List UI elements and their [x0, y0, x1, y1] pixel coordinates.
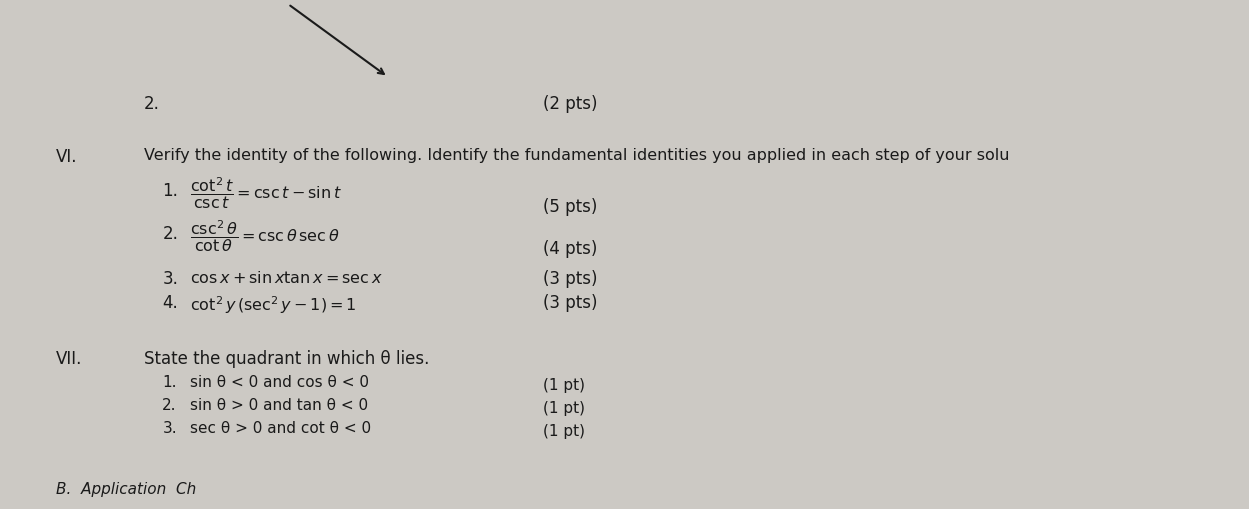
Text: State the quadrant in which θ lies.: State the quadrant in which θ lies. [144, 349, 428, 367]
Text: $\dfrac{\csc^2\theta}{\cot\theta} = \csc\theta\,\sec\theta$: $\dfrac{\csc^2\theta}{\cot\theta} = \csc… [190, 218, 340, 253]
Text: 2.: 2. [162, 397, 177, 412]
Text: VII.: VII. [56, 349, 82, 367]
Text: 3.: 3. [162, 269, 179, 288]
Text: $\cos x + \sin x \tan x = \sec x$: $\cos x + \sin x \tan x = \sec x$ [190, 269, 382, 286]
Text: $\dfrac{\cot^2 t}{\csc t} = \csc t - \sin t$: $\dfrac{\cot^2 t}{\csc t} = \csc t - \si… [190, 175, 342, 210]
Text: 3.: 3. [162, 420, 177, 435]
Text: VI.: VI. [56, 148, 77, 165]
Text: sin θ > 0 and tan θ < 0: sin θ > 0 and tan θ < 0 [190, 397, 368, 412]
Text: 2.: 2. [144, 95, 160, 113]
Text: 4.: 4. [162, 293, 179, 312]
Text: (5 pts): (5 pts) [543, 197, 598, 216]
Text: 1.: 1. [162, 374, 177, 389]
Text: (1 pt): (1 pt) [543, 377, 586, 392]
Text: Verify the identity of the following. Identify the fundamental identities you ap: Verify the identity of the following. Id… [144, 148, 1009, 163]
Text: 2.: 2. [162, 224, 179, 242]
Text: (1 pt): (1 pt) [543, 423, 586, 438]
Text: (3 pts): (3 pts) [543, 269, 598, 288]
Text: $\cot^2 y\,(\sec^2 y - 1) = 1$: $\cot^2 y\,(\sec^2 y - 1) = 1$ [190, 293, 356, 315]
Text: sec θ > 0 and cot θ < 0: sec θ > 0 and cot θ < 0 [190, 420, 371, 435]
Text: (2 pts): (2 pts) [543, 95, 598, 113]
Text: (3 pts): (3 pts) [543, 293, 598, 312]
Text: 1.: 1. [162, 182, 179, 200]
Text: B.  Application  Ch: B. Application Ch [56, 481, 196, 496]
Text: (1 pt): (1 pt) [543, 400, 586, 415]
Text: sin θ < 0 and cos θ < 0: sin θ < 0 and cos θ < 0 [190, 374, 368, 389]
Text: (4 pts): (4 pts) [543, 240, 598, 258]
